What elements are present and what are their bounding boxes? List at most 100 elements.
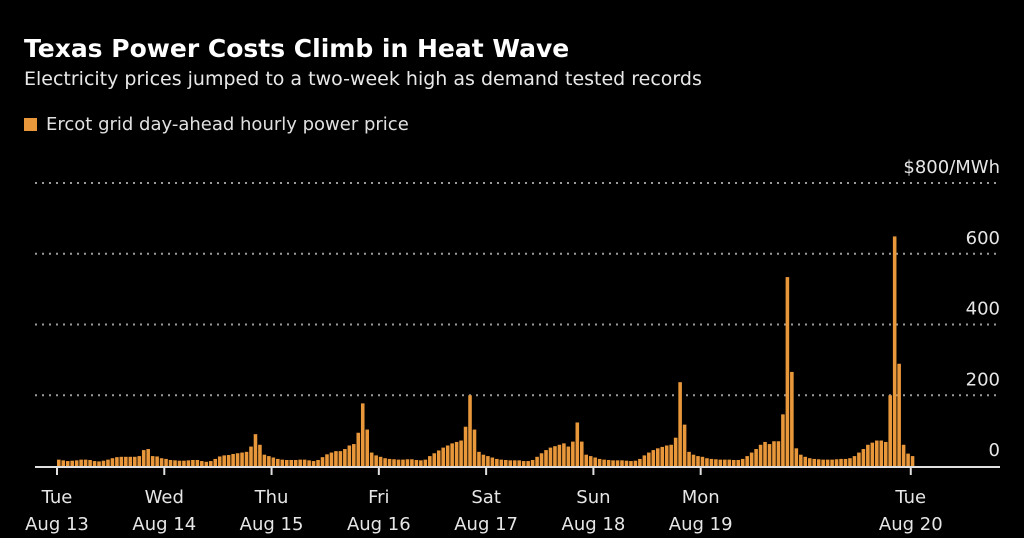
bar — [696, 456, 700, 466]
x-tick-date: Aug 17 — [454, 514, 518, 535]
bar — [235, 453, 240, 466]
bar — [271, 457, 276, 466]
bar — [727, 459, 732, 466]
bar — [132, 456, 137, 466]
chart-subtitle: Electricity prices jumped to a two-week … — [24, 68, 702, 90]
bar — [168, 459, 173, 466]
bar — [664, 445, 669, 466]
x-tick-date: Aug 18 — [562, 514, 626, 535]
bar — [754, 449, 758, 466]
bar — [678, 382, 682, 466]
bar — [655, 448, 660, 466]
bar — [544, 450, 548, 466]
bar — [638, 458, 642, 466]
bar — [65, 461, 70, 466]
bar — [763, 441, 767, 466]
bar — [521, 461, 526, 466]
bar — [97, 461, 101, 466]
bar — [244, 451, 249, 466]
bar — [284, 459, 289, 466]
legend: Ercot grid day-ahead hourly power price — [24, 114, 409, 135]
bar — [222, 455, 226, 466]
bar — [535, 456, 539, 466]
bar — [414, 459, 419, 466]
bar — [508, 460, 513, 466]
bar — [262, 454, 267, 466]
bar — [673, 437, 678, 466]
bar — [816, 459, 821, 466]
bar — [396, 459, 401, 466]
bar — [150, 456, 155, 466]
bar — [794, 448, 799, 466]
bar — [204, 461, 209, 466]
bar — [74, 460, 79, 466]
bar — [803, 456, 808, 466]
bar — [517, 460, 521, 466]
bar — [267, 456, 271, 466]
bar — [338, 451, 343, 466]
bar — [682, 424, 687, 466]
bar — [124, 456, 128, 466]
y-tick-label: 400 — [966, 299, 1000, 320]
bar — [119, 456, 124, 466]
bar — [137, 456, 142, 466]
bar — [428, 456, 432, 466]
bar — [57, 459, 61, 466]
bar — [620, 460, 624, 466]
x-tick-day: Tue — [894, 487, 926, 508]
bar — [731, 459, 736, 466]
bar — [320, 457, 325, 466]
x-tick-date: Aug 19 — [669, 514, 733, 535]
bar — [901, 444, 906, 466]
bar — [115, 457, 119, 466]
bar — [611, 460, 615, 466]
bar — [870, 442, 875, 466]
bar — [767, 444, 772, 466]
bar — [807, 458, 812, 466]
bar — [660, 446, 665, 466]
bar — [897, 363, 901, 466]
bar — [347, 445, 352, 466]
bar — [106, 459, 110, 466]
bar — [365, 429, 369, 466]
bar — [875, 440, 879, 466]
x-tick-day: Sat — [471, 487, 501, 508]
bar — [343, 449, 347, 466]
bar — [825, 459, 830, 466]
bar — [249, 446, 253, 466]
bar — [83, 459, 88, 466]
bar — [548, 447, 553, 466]
bar — [289, 459, 294, 466]
bar — [468, 395, 472, 466]
bar — [843, 458, 848, 466]
bar — [530, 459, 535, 466]
bar — [669, 444, 673, 466]
bar — [459, 440, 463, 466]
bar — [186, 460, 191, 466]
bar — [857, 452, 861, 466]
bar — [709, 458, 714, 466]
bar — [579, 441, 584, 466]
bar — [298, 459, 302, 466]
bar — [146, 449, 150, 466]
bar — [745, 456, 749, 466]
bar — [758, 444, 763, 466]
bar — [450, 443, 454, 466]
bar — [253, 434, 258, 466]
bar — [852, 456, 857, 466]
bar — [360, 403, 365, 466]
bar — [866, 444, 870, 466]
bar — [383, 458, 387, 466]
bar — [557, 444, 562, 466]
x-tick-day: Thu — [254, 487, 289, 508]
bar — [588, 456, 593, 466]
bar — [334, 451, 338, 466]
bar — [191, 459, 195, 466]
bar — [387, 458, 392, 466]
y-tick-label: 0 — [989, 440, 1000, 461]
bar — [772, 441, 776, 466]
bar — [61, 460, 66, 466]
bar — [571, 441, 575, 466]
bar — [830, 459, 834, 466]
bar — [182, 460, 186, 466]
